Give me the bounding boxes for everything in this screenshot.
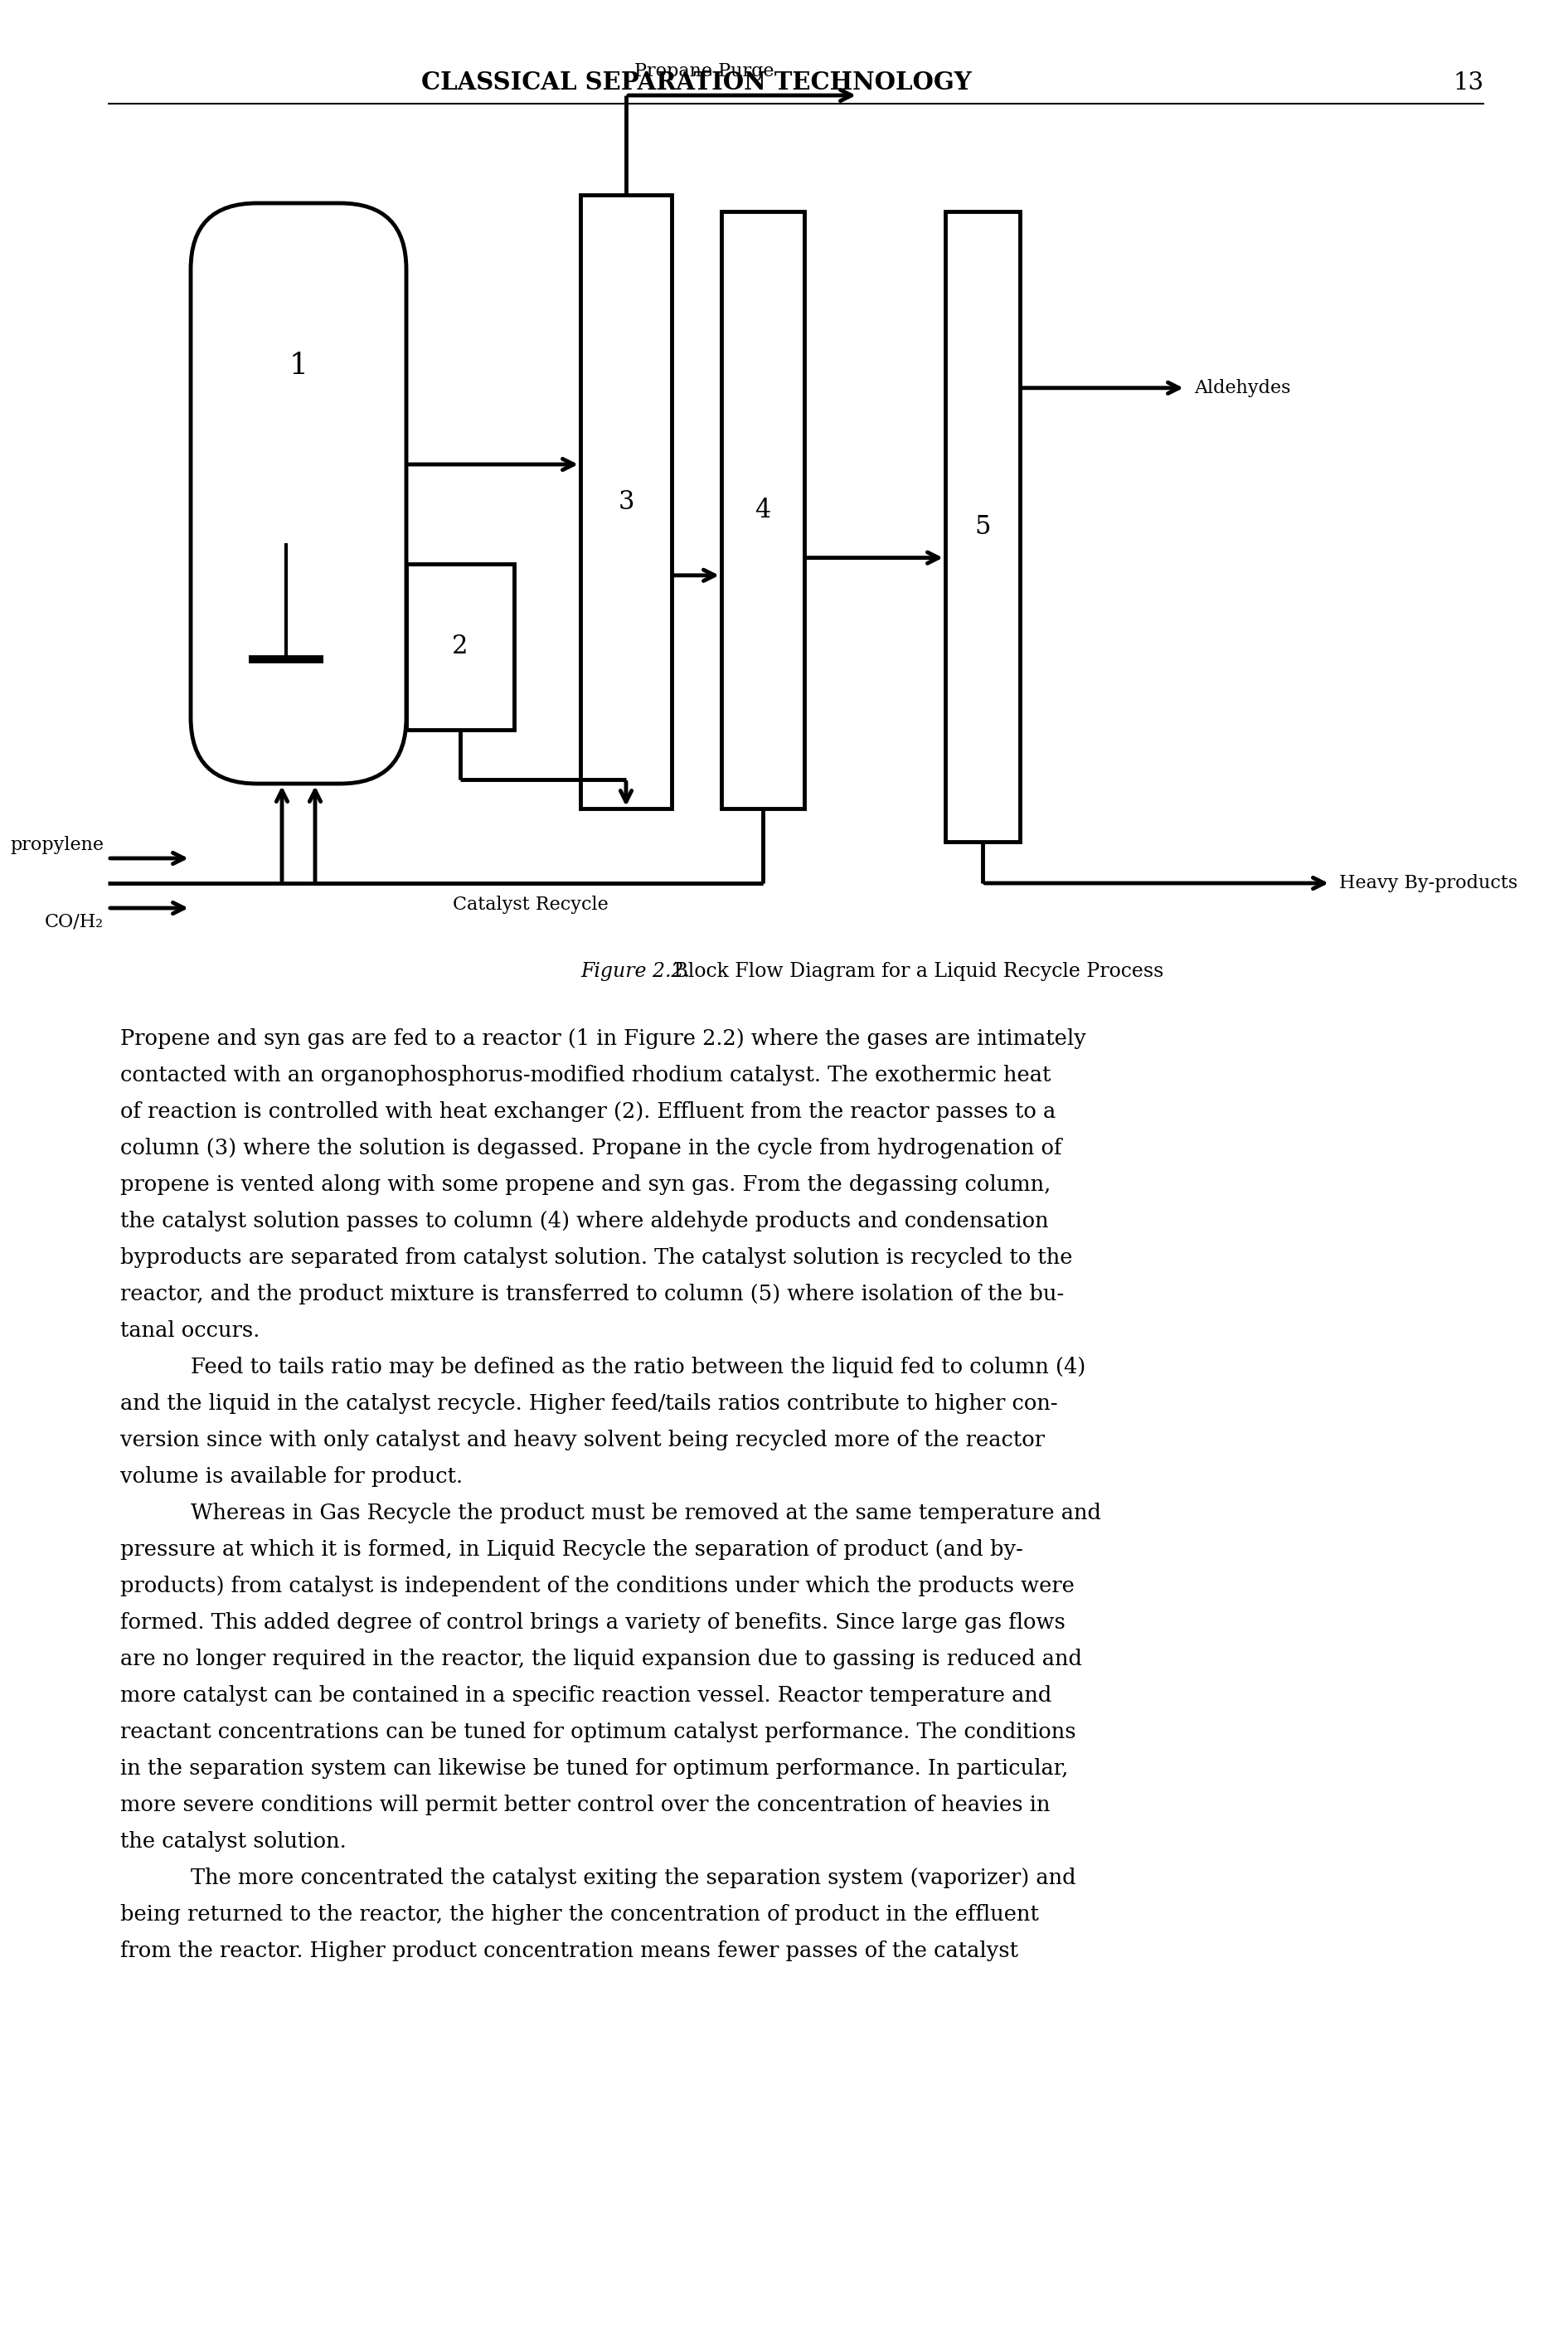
Text: propene is vented along with some propene and syn gas. From the degassing column: propene is vented along with some propen… (121, 1173, 1051, 1194)
Text: Propene and syn gas are fed to a reactor (1 in Figure 2.2) where the gases are i: Propene and syn gas are fed to a reactor… (121, 1027, 1087, 1049)
Text: byproducts are separated from catalyst solution. The catalyst solution is recycl: byproducts are separated from catalyst s… (121, 1248, 1073, 1267)
Bar (721, 212, 804, 809)
Text: 4: 4 (754, 496, 771, 522)
Text: Propane Purge: Propane Purge (635, 61, 775, 80)
Text: more severe conditions will permit better control over the concentration of heav: more severe conditions will permit bette… (121, 1794, 1051, 1815)
Text: Block Flow Diagram for a Liquid Recycle Process: Block Flow Diagram for a Liquid Recycle … (668, 962, 1163, 980)
Text: volume is available for product.: volume is available for product. (121, 1467, 463, 1486)
Text: contacted with an organophosphorus-modified rhodium catalyst. The exothermic hea: contacted with an organophosphorus-modif… (121, 1065, 1051, 1086)
Text: Aldehydes: Aldehydes (1195, 379, 1290, 397)
Text: Whereas in Gas Recycle the product must be removed at the same temperature and: Whereas in Gas Recycle the product must … (191, 1502, 1101, 1523)
Text: products) from catalyst is independent of the conditions under which the product: products) from catalyst is independent o… (121, 1575, 1074, 1596)
Text: tanal occurs.: tanal occurs. (121, 1321, 260, 1340)
Text: CLASSICAL SEPARATION TECHNOLOGY: CLASSICAL SEPARATION TECHNOLOGY (422, 71, 972, 94)
Text: reactant concentrations can be tuned for optimum catalyst performance. The condi: reactant concentrations can be tuned for… (121, 1721, 1076, 1742)
Text: the catalyst solution.: the catalyst solution. (121, 1831, 347, 1853)
Text: are no longer required in the reactor, the liquid expansion due to gassing is re: are no longer required in the reactor, t… (121, 1648, 1082, 1669)
Text: 13: 13 (1454, 71, 1485, 94)
Text: version since with only catalyst and heavy solvent being recycled more of the re: version since with only catalyst and hea… (121, 1429, 1044, 1451)
Text: 2: 2 (452, 635, 469, 661)
Text: being returned to the reactor, the higher the concentration of product in the ef: being returned to the reactor, the highe… (121, 1904, 1040, 1925)
Text: 3: 3 (618, 489, 633, 515)
Text: formed. This added degree of control brings a variety of benefits. Since large g: formed. This added degree of control bri… (121, 1613, 1065, 1634)
Text: in the separation system can likewise be tuned for optimum performance. In parti: in the separation system can likewise be… (121, 1759, 1068, 1780)
Text: propylene: propylene (9, 837, 103, 853)
FancyBboxPatch shape (191, 202, 406, 783)
Text: column (3) where the solution is degassed. Propane in the cycle from hydrogenati: column (3) where the solution is degasse… (121, 1138, 1062, 1159)
Text: and the liquid in the catalyst recycle. Higher feed/tails ratios contribute to h: and the liquid in the catalyst recycle. … (121, 1394, 1058, 1413)
Text: reactor, and the product mixture is transferred to column (5) where isolation of: reactor, and the product mixture is tran… (121, 1284, 1065, 1305)
Bar (946, 212, 1019, 842)
Text: 5: 5 (974, 515, 991, 538)
Text: pressure at which it is formed, in Liquid Recycle the separation of product (and: pressure at which it is formed, in Liqui… (121, 1540, 1022, 1559)
Text: more catalyst can be contained in a specific reaction vessel. Reactor temperatur: more catalyst can be contained in a spec… (121, 1686, 1052, 1707)
Text: the catalyst solution passes to column (4) where aldehyde products and condensat: the catalyst solution passes to column (… (121, 1211, 1049, 1232)
Bar (580, 195, 671, 809)
Text: Catalyst Recycle: Catalyst Recycle (453, 896, 608, 915)
Text: CO/H₂: CO/H₂ (45, 912, 103, 931)
Text: Feed to tails ratio may be defined as the ratio between the liquid fed to column: Feed to tails ratio may be defined as th… (191, 1357, 1085, 1378)
Text: from the reactor. Higher product concentration means fewer passes of the catalys: from the reactor. Higher product concent… (121, 1940, 1018, 1961)
Text: of reaction is controlled with heat exchanger (2). Effluent from the reactor pas: of reaction is controlled with heat exch… (121, 1100, 1055, 1121)
Bar (406, 564, 514, 729)
Text: Heavy By-products: Heavy By-products (1339, 875, 1518, 893)
Text: 1: 1 (289, 353, 307, 381)
Text: Figure 2.2.: Figure 2.2. (580, 962, 690, 980)
Text: The more concentrated the catalyst exiting the separation system (vaporizer) and: The more concentrated the catalyst exiti… (191, 1867, 1076, 1888)
